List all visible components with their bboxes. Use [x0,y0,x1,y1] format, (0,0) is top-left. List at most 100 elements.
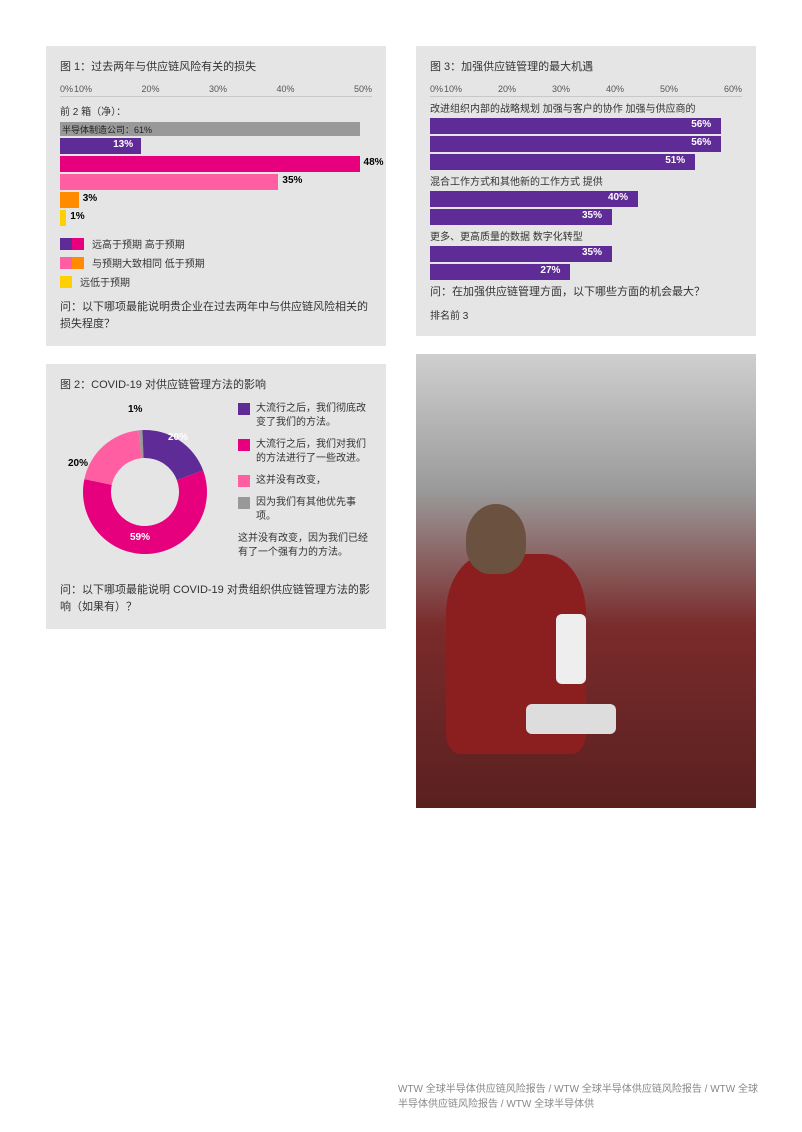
footer-text: WTW 全球半导体供应链风险报告 / WTW 全球半导体供应链风险报告 / WT… [398,1082,758,1112]
bar-row: 1% [60,210,372,226]
swatch [238,403,250,415]
axis-tick: 50% [344,84,372,94]
swatch [60,238,72,250]
swatch [60,276,72,288]
legend-text: 远高于预期 高于预期 [92,236,185,251]
legend-row: 大流行之后，我们对我们的方法进行了一些改进。 [238,438,372,466]
axis-tick: 30% [552,84,606,94]
legend-text: 这并没有改变， [256,474,326,488]
legend-row: 大流行之后，我们彻底改变了我们的方法。 [238,402,372,430]
figure-3-bars: 改进组织内部的战略规划 加强与客户的协作 加强与供应商的 56% 56% 51% 混合工… [430,103,742,280]
bar-row: 40% [430,191,742,207]
figure-1-legend: 远高于预期 高于预期与预期大致相同 低于预期远低于预期 [60,236,372,289]
bar-row: 35% [430,209,742,225]
legend-text: 大流行之后，我们对我们的方法进行了一些改进。 [256,438,372,466]
axis-tick: 50% [660,84,714,94]
figure-2-donut: 20% 59% 20% 1% [60,402,230,572]
figure-3-title: 图 3：加强供应链管理的最大机遇 [430,58,742,74]
swatch [238,439,250,451]
axis-tick: 10% [74,84,142,94]
axis-tick: 0% [430,84,444,94]
bar-row: 48% [60,156,372,172]
donut-label: 1% [128,404,142,415]
legend-row: 因为我们有其他优先事项。 [238,496,372,524]
figure-2-legend: 大流行之后，我们彻底改变了我们的方法。大流行之后，我们对我们的方法进行了一些改进… [238,402,372,572]
bar-row: 13% [60,138,372,154]
bar-fill [60,156,360,172]
lab-photo [416,354,756,808]
legend-row: 远低于预期 [60,274,372,289]
bar-fill [430,118,721,134]
bar-fill [430,154,695,170]
figure-1-subhead: 前 2 箱（净）： [60,103,372,118]
bar-label: 56% [691,119,711,130]
bar-row: 56% [430,136,742,152]
bar-row: 35% [430,246,742,262]
bar-label: 27% [540,265,560,276]
donut-label: 20% [168,432,188,443]
axis-tick: 40% [606,84,660,94]
figure-3-category: 更多、更高质量的数据 数字化转型 [430,231,742,244]
legend-row: 这并没有改变， [238,474,372,488]
legend-text: 远低于预期 [80,274,130,289]
bar-label: 51% [665,155,685,166]
swatch [238,475,250,487]
bar-row: 35% [60,174,372,190]
figure-1-axis: 0% 10% 20% 30% 40% 50% [60,84,372,97]
swatch [60,257,72,269]
figure-1-title: 图 1：过去两年与供应链风险有关的损失 [60,58,372,74]
bar-fill [60,210,66,226]
bar-label: 48% [364,157,384,168]
bar-label: 35% [282,175,302,186]
figure-3: 图 3：加强供应链管理的最大机遇 0% 10% 20% 30% 40% 50% … [416,46,756,336]
bar-label: 1% [70,211,84,222]
bar-row: 56% [430,118,742,134]
legend-text: 这并没有改变，因为我们已经有了一个强有力的方法。 [238,532,372,560]
bar-label: 35% [582,210,602,221]
microscope-icon [526,614,616,734]
donut-label: 59% [130,532,150,543]
figure-1-bars: 13% 48% 35% 3% 1% [60,138,372,226]
donut-segment [84,430,141,485]
bar-label: 3% [83,193,97,204]
figure-2: 图 2：COVID-19 对供应链管理方法的影响 20% 59% 20% 1% 大流行… [46,364,386,629]
donut-label: 20% [68,458,88,469]
figure-2-question: 问：以下哪项最能说明 COVID-19 对贵组织供应链管理方法的影响（如果有）？ [60,582,372,615]
bar-fill [60,192,79,208]
figure-1: 图 1：过去两年与供应链风险有关的损失 0% 10% 20% 30% 40% 5… [46,46,386,346]
figure-3-category: 改进组织内部的战略规划 加强与客户的协作 加强与供应商的 [430,103,742,116]
donut-svg [60,402,230,572]
axis-tick: 20% [498,84,552,94]
axis-tick: 40% [277,84,345,94]
bar-row: 27% [430,264,742,280]
axis-tick: 60% [714,84,742,94]
figure-3-axis: 0% 10% 20% 30% 40% 50% 60% [430,84,742,97]
legend-row: 与预期大致相同 低于预期 [60,255,372,270]
axis-tick: 0% [60,84,74,94]
legend-text: 大流行之后，我们彻底改变了我们的方法。 [256,402,372,430]
axis-tick: 20% [142,84,210,94]
bar-label: 13% [113,139,133,150]
bar-label: 35% [582,247,602,258]
figure-3-rank: 排名前 3 [430,307,742,322]
axis-tick: 10% [444,84,498,94]
figure-1-company-bar: 半导体制造公司：61% [60,122,372,136]
swatch [238,497,250,509]
bar-label: 半导体制造公司：61% [62,123,152,136]
legend-text: 因为我们有其他优先事项。 [256,496,372,524]
legend-text: 与预期大致相同 低于预期 [92,255,205,270]
figure-2-title: 图 2：COVID-19 对供应链管理方法的影响 [60,376,372,392]
bar-label: 40% [608,192,628,203]
bar-label: 56% [691,137,711,148]
swatch [72,257,84,269]
bar-fill [430,136,721,152]
bar-row: 3% [60,192,372,208]
figure-3-category: 混合工作方式和其他新的工作方式 提供 [430,176,742,189]
bar-fill [430,191,638,207]
legend-row: 远高于预期 高于预期 [60,236,372,251]
axis-tick: 30% [209,84,277,94]
figure-1-question: 问：以下哪项最能说明贵企业在过去两年中与供应链风险相关的损失程度？ [60,299,372,332]
bar-row: 51% [430,154,742,170]
bar-fill [60,174,278,190]
figure-3-question: 问：在加强供应链管理方面，以下哪些方面的机会最大？ [430,284,742,301]
